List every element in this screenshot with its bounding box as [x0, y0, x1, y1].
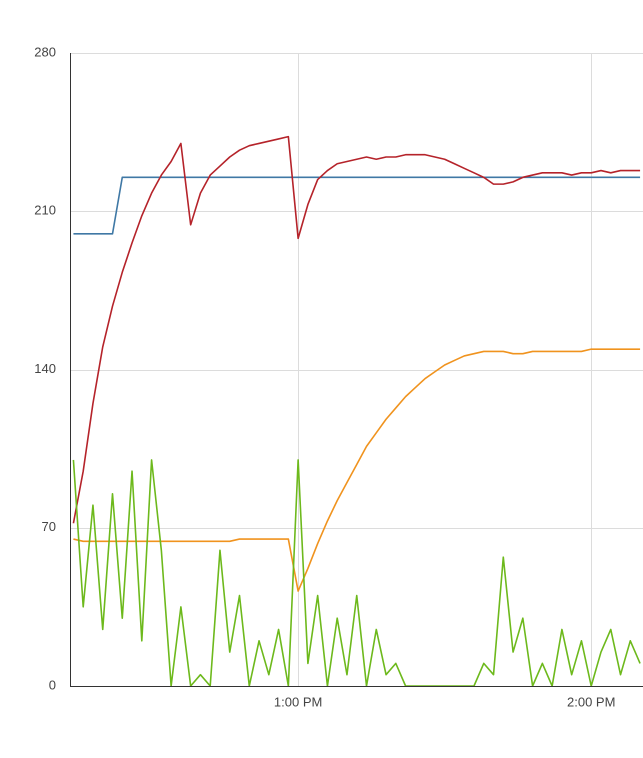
x-tick-label: 2:00 PM — [567, 694, 615, 709]
series-line — [73, 348, 641, 592]
series-line — [73, 176, 641, 235]
y-tick-label: 0 — [49, 677, 56, 692]
y-tick-label: 70 — [42, 519, 56, 534]
plot-area — [72, 135, 641, 687]
y-tick-label: 280 — [34, 44, 56, 59]
grid — [70, 53, 643, 687]
y-tick-label: 140 — [34, 361, 56, 376]
series-line — [72, 459, 641, 687]
series-line — [72, 135, 641, 524]
y-tick-label: 210 — [34, 203, 56, 218]
x-tick-label: 1:00 PM — [274, 694, 322, 709]
